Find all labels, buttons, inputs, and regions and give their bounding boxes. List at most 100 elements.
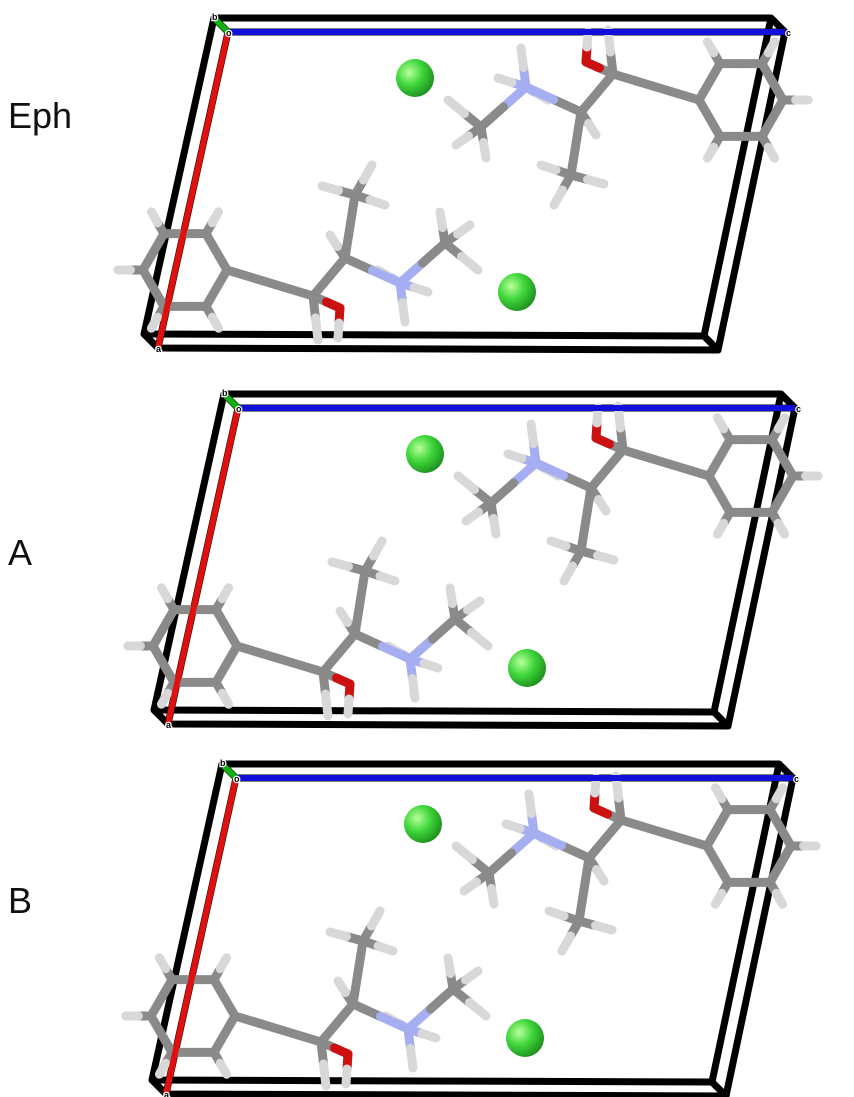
- bond: [322, 297, 345, 313]
- bond: [557, 841, 594, 863]
- bond: [651, 82, 704, 105]
- bond: [340, 253, 377, 275]
- bond: [340, 222, 355, 263]
- bond: [763, 142, 780, 163]
- bond: [325, 230, 342, 251]
- bond: [529, 828, 566, 850]
- bond: [273, 1024, 326, 1047]
- bond: [428, 614, 460, 644]
- bond: [405, 634, 437, 664]
- bond: [546, 536, 571, 551]
- bond: [215, 1058, 232, 1079]
- bond: [661, 458, 714, 481]
- bond: [549, 185, 567, 210]
- axis-label: c: [794, 774, 799, 784]
- axis-label: b: [222, 388, 228, 398]
- bond: [154, 953, 171, 974]
- bond: [484, 848, 516, 878]
- axis-a: [163, 777, 239, 1095]
- bond: [418, 238, 450, 268]
- cell-front: [164, 404, 799, 730]
- bond: [443, 95, 469, 118]
- bond: [367, 906, 385, 931]
- bond: [451, 131, 473, 150]
- bond: [207, 312, 224, 333]
- bond: [265, 278, 318, 301]
- bond: [584, 119, 601, 140]
- unit-cell-panel: bo c a: [123, 387, 823, 731]
- bond: [217, 583, 234, 604]
- bond: [501, 819, 525, 833]
- axis-label: a: [166, 720, 172, 730]
- bond: [710, 783, 727, 804]
- bond: [311, 313, 323, 345]
- bond: [325, 927, 351, 941]
- bond: [591, 921, 617, 935]
- bond: [403, 1004, 435, 1034]
- axis-label: o: [236, 404, 242, 414]
- bond: [435, 207, 447, 232]
- cell-front: [162, 774, 797, 1097]
- bond: [154, 1058, 171, 1079]
- bond: [333, 976, 350, 997]
- bond: [345, 190, 360, 231]
- panel-label: Eph: [8, 95, 72, 136]
- bond: [773, 518, 790, 539]
- bond: [368, 266, 405, 288]
- bond: [453, 220, 475, 239]
- bond: [710, 888, 727, 909]
- bond: [574, 885, 589, 926]
- bond: [773, 413, 790, 434]
- bond: [465, 998, 491, 1021]
- axis-a: [165, 407, 241, 725]
- bond: [579, 853, 594, 894]
- bond: [330, 1043, 353, 1059]
- chloride: [498, 273, 536, 311]
- bond: [549, 95, 586, 117]
- bond: [419, 659, 443, 673]
- bond: [618, 445, 671, 468]
- bond: [489, 514, 501, 539]
- bond: [566, 139, 581, 180]
- bond: [156, 688, 173, 709]
- bond: [317, 181, 343, 195]
- bond: [369, 536, 387, 561]
- bond: [591, 433, 614, 449]
- bond: [230, 1011, 283, 1034]
- unit-cell-panel: bo c a: [121, 757, 821, 1097]
- bond: [461, 507, 483, 526]
- bond: [659, 828, 712, 851]
- bond: [509, 458, 541, 488]
- bond: [486, 478, 518, 508]
- bond: [406, 1044, 418, 1073]
- bond: [507, 828, 539, 858]
- bond: [395, 258, 427, 288]
- bond: [417, 1029, 441, 1043]
- bond: [461, 966, 483, 985]
- chloride: [406, 435, 444, 473]
- bond: [335, 606, 352, 627]
- bond: [409, 283, 433, 297]
- bond: [457, 252, 483, 275]
- bond: [453, 471, 479, 494]
- bond: [408, 674, 420, 703]
- bond: [702, 142, 719, 163]
- bond: [536, 160, 561, 175]
- bond: [321, 689, 333, 721]
- bond: [348, 968, 363, 1009]
- bond: [378, 642, 415, 664]
- bond: [365, 195, 390, 210]
- bond: [559, 561, 577, 586]
- cell-back: [148, 760, 783, 1086]
- bond: [327, 557, 353, 571]
- axis-label: o: [234, 774, 240, 784]
- bond: [350, 598, 365, 639]
- cell-back: [140, 14, 775, 340]
- cell-front: [154, 28, 789, 354]
- panel-label: A: [8, 532, 32, 573]
- bond: [712, 518, 729, 539]
- bond: [376, 1012, 413, 1034]
- bond: [581, 483, 596, 524]
- chloride: [506, 1019, 544, 1057]
- bond: [146, 312, 163, 333]
